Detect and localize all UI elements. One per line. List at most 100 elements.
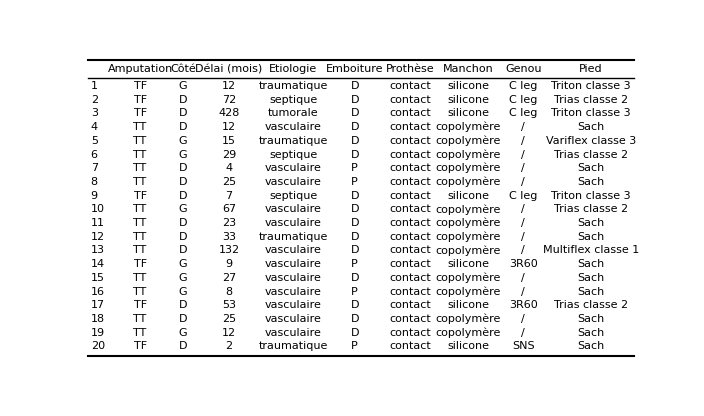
Text: 67: 67	[222, 204, 236, 214]
Text: traumatique: traumatique	[258, 81, 328, 91]
Text: contact: contact	[389, 273, 431, 283]
Text: Trias classe 2: Trias classe 2	[553, 95, 628, 105]
Text: D: D	[179, 300, 187, 310]
Text: copolymère: copolymère	[435, 136, 501, 146]
Text: TT: TT	[134, 122, 146, 132]
Text: /: /	[522, 163, 525, 173]
Text: vasculaire: vasculaire	[265, 204, 322, 214]
Text: TF: TF	[134, 259, 146, 269]
Text: 19: 19	[91, 328, 105, 338]
Text: septique: septique	[269, 191, 318, 201]
Text: contact: contact	[389, 95, 431, 105]
Text: 7: 7	[91, 163, 98, 173]
Text: copolymère: copolymère	[435, 327, 501, 338]
Text: Sach: Sach	[577, 273, 604, 283]
Text: 20: 20	[91, 342, 105, 352]
Text: copolymère: copolymère	[435, 149, 501, 160]
Text: Sach: Sach	[577, 163, 604, 173]
Text: copolymère: copolymère	[435, 314, 501, 324]
Text: D: D	[351, 273, 359, 283]
Text: copolymère: copolymère	[435, 272, 501, 283]
Text: silicone: silicone	[447, 300, 489, 310]
Text: contact: contact	[389, 191, 431, 201]
Text: vasculaire: vasculaire	[265, 287, 322, 297]
Text: Sach: Sach	[577, 232, 604, 242]
Text: 428: 428	[218, 109, 239, 119]
Text: Sach: Sach	[577, 342, 604, 352]
Text: 3R60: 3R60	[509, 300, 538, 310]
Text: 12: 12	[222, 122, 236, 132]
Text: /: /	[522, 232, 525, 242]
Text: vasculaire: vasculaire	[265, 177, 322, 187]
Text: TT: TT	[134, 273, 146, 283]
Text: D: D	[351, 328, 359, 338]
Text: Triton classe 3: Triton classe 3	[551, 109, 631, 119]
Text: 18: 18	[91, 314, 105, 324]
Text: contact: contact	[389, 122, 431, 132]
Text: contact: contact	[389, 136, 431, 146]
Text: TT: TT	[134, 218, 146, 228]
Text: P: P	[351, 259, 358, 269]
Text: D: D	[351, 218, 359, 228]
Text: D: D	[351, 204, 359, 214]
Text: D: D	[179, 232, 187, 242]
Text: vasculaire: vasculaire	[265, 314, 322, 324]
Text: G: G	[179, 136, 187, 146]
Text: Multiflex classe 1: Multiflex classe 1	[543, 245, 639, 255]
Text: silicone: silicone	[447, 342, 489, 352]
Text: TT: TT	[134, 149, 146, 159]
Text: 11: 11	[91, 218, 105, 228]
Text: Sach: Sach	[577, 259, 604, 269]
Text: silicone: silicone	[447, 259, 489, 269]
Text: contact: contact	[389, 177, 431, 187]
Text: D: D	[351, 149, 359, 159]
Text: Sach: Sach	[577, 122, 604, 132]
Text: contact: contact	[389, 232, 431, 242]
Text: copolymère: copolymère	[435, 286, 501, 297]
Text: D: D	[179, 163, 187, 173]
Text: Trias classe 2: Trias classe 2	[553, 149, 628, 159]
Text: 10: 10	[91, 204, 105, 214]
Text: 6: 6	[91, 149, 98, 159]
Text: TF: TF	[134, 342, 146, 352]
Text: TT: TT	[134, 163, 146, 173]
Text: copolymère: copolymère	[435, 245, 501, 256]
Text: C leg: C leg	[509, 191, 537, 201]
Text: D: D	[179, 122, 187, 132]
Text: 2: 2	[91, 95, 98, 105]
Text: /: /	[522, 177, 525, 187]
Text: contact: contact	[389, 314, 431, 324]
Text: 3: 3	[91, 109, 98, 119]
Text: contact: contact	[389, 259, 431, 269]
Text: 4: 4	[91, 122, 98, 132]
Text: /: /	[522, 218, 525, 228]
Text: 14: 14	[91, 259, 105, 269]
Text: contact: contact	[389, 81, 431, 91]
Text: Sach: Sach	[577, 328, 604, 338]
Text: 8: 8	[225, 287, 232, 297]
Text: D: D	[351, 122, 359, 132]
Text: D: D	[179, 109, 187, 119]
Text: 53: 53	[222, 300, 236, 310]
Text: /: /	[522, 273, 525, 283]
Text: 29: 29	[222, 149, 236, 159]
Text: D: D	[179, 342, 187, 352]
Text: traumatique: traumatique	[258, 136, 328, 146]
Text: tumorale: tumorale	[268, 109, 319, 119]
Text: C leg: C leg	[509, 109, 537, 119]
Text: D: D	[351, 232, 359, 242]
Text: D: D	[351, 300, 359, 310]
Text: 16: 16	[91, 287, 105, 297]
Text: silicone: silicone	[447, 109, 489, 119]
Text: contact: contact	[389, 342, 431, 352]
Text: Variflex classe 3: Variflex classe 3	[546, 136, 636, 146]
Text: vasculaire: vasculaire	[265, 163, 322, 173]
Text: TF: TF	[134, 109, 146, 119]
Text: G: G	[179, 81, 187, 91]
Text: silicone: silicone	[447, 95, 489, 105]
Text: TT: TT	[134, 245, 146, 255]
Text: vasculaire: vasculaire	[265, 245, 322, 255]
Text: D: D	[351, 136, 359, 146]
Text: 1: 1	[91, 81, 98, 91]
Text: 8: 8	[91, 177, 98, 187]
